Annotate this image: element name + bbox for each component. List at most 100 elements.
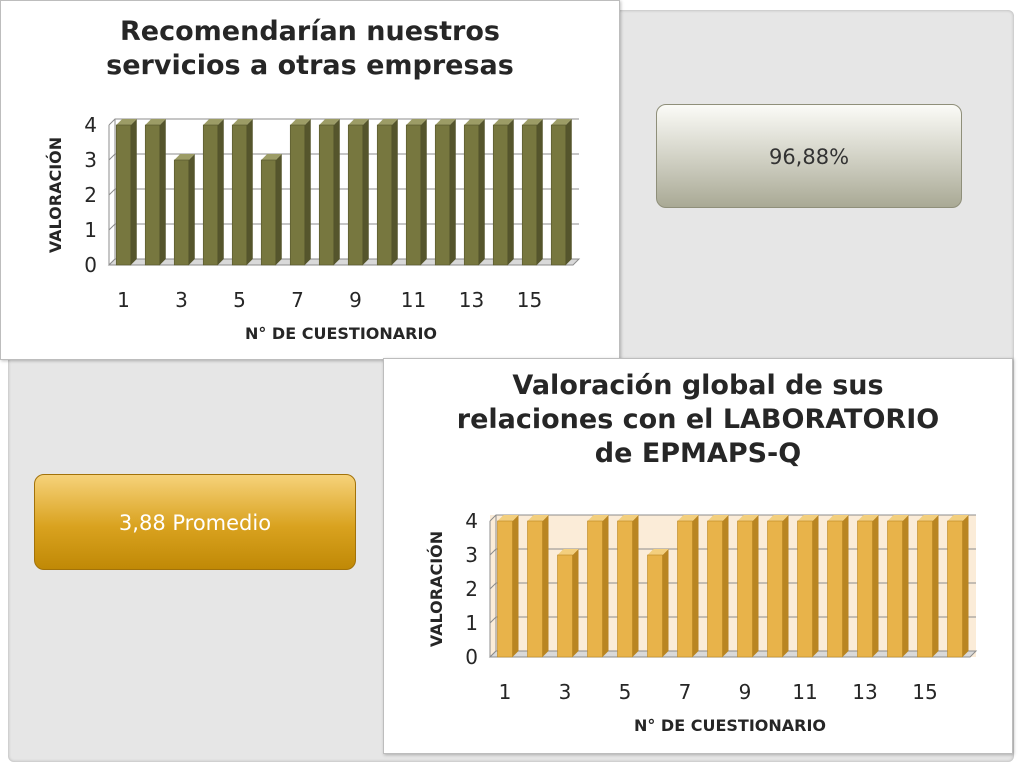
y-tick-label: 1 [465, 611, 478, 635]
x-tick-label: 13 [852, 680, 877, 704]
y-tick-label: 0 [84, 253, 97, 277]
bar-front [173, 159, 190, 266]
bar [318, 119, 340, 266]
percent-result-label: 96,88% [768, 145, 850, 169]
bar-side [932, 515, 939, 657]
bar-front [115, 124, 132, 266]
bar-top [116, 119, 137, 125]
bar-front [463, 124, 480, 266]
y-tick-label: 2 [465, 577, 478, 601]
bar-side [722, 515, 729, 657]
x-tick-label: 1 [499, 680, 512, 704]
bar-side [542, 515, 549, 657]
bar-front [737, 520, 753, 658]
bar-front [492, 124, 509, 266]
bar [144, 119, 166, 266]
bar-side [962, 515, 969, 657]
chart-title: Valoración global de sus relaciones con … [456, 370, 940, 469]
bar-front [521, 124, 538, 266]
bar-front [707, 520, 723, 658]
bar [463, 119, 485, 266]
y-tick-label: 4 [465, 509, 478, 533]
bar-top [707, 515, 729, 521]
bar-front [347, 124, 364, 266]
bar-front [527, 520, 543, 658]
bar-top [527, 515, 549, 521]
average-result-label: 3,88 Promedio [118, 511, 272, 535]
bar-front [647, 554, 663, 658]
bar [527, 515, 549, 658]
bar-top [377, 119, 398, 125]
bar-top [797, 515, 819, 521]
bar [737, 515, 759, 658]
bar-top [261, 154, 282, 160]
x-tick-label: 3 [559, 680, 572, 704]
x-tick-label: 9 [349, 288, 362, 312]
bar-top [827, 515, 849, 521]
bar-top [348, 119, 369, 125]
bar-top [232, 119, 253, 125]
bar [557, 549, 579, 658]
bar-top [677, 515, 699, 521]
bar-front [827, 520, 843, 658]
bar-front [857, 520, 873, 658]
chart-recommendation: Recomendarían nuestros servicios a otras… [0, 0, 620, 360]
bar-top [557, 549, 579, 555]
bar-side [872, 515, 879, 657]
y-axis-title: VALORACIÓN [427, 531, 446, 647]
bar-front [587, 520, 603, 658]
bar-top [406, 119, 427, 125]
bar-front [376, 124, 393, 266]
bar-front [557, 554, 573, 658]
y-tick-label: 2 [84, 183, 97, 207]
bar [797, 515, 819, 658]
bar [857, 515, 879, 658]
bar-top [947, 515, 969, 521]
x-tick-label: 1 [117, 288, 130, 312]
y-tick-label: 4 [84, 113, 97, 137]
bar-front [144, 124, 161, 266]
bar-top [203, 119, 224, 125]
bar [887, 515, 909, 658]
bar-front [260, 159, 277, 266]
bar [492, 119, 514, 266]
bar-side [130, 119, 137, 265]
bar [289, 119, 311, 266]
bar-side [246, 119, 253, 265]
bar-front [318, 124, 335, 266]
bar-front [677, 520, 693, 658]
y-tick-label: 3 [465, 543, 478, 567]
chart-global-rating: Valoración global de sus relaciones con … [383, 358, 1013, 754]
bar-top [647, 549, 669, 555]
bar [617, 515, 639, 658]
bar-side [812, 515, 819, 657]
x-tick-label: 5 [233, 288, 246, 312]
bar-side [602, 515, 609, 657]
bar-side [842, 515, 849, 657]
y-tick-label: 3 [84, 148, 97, 172]
bar-side [449, 119, 456, 265]
bar [917, 515, 939, 658]
bar-side [333, 119, 340, 265]
bar-side [782, 515, 789, 657]
bar-side [752, 515, 759, 657]
bar [497, 515, 519, 658]
x-tick-label: 5 [619, 680, 632, 704]
y-tick-label: 1 [84, 218, 97, 242]
x-axis-title: N° DE CUESTIONARIO [245, 324, 437, 343]
bar [173, 154, 195, 266]
bar-side [902, 515, 909, 657]
bar-front [289, 124, 306, 266]
x-tick-label: 7 [679, 680, 692, 704]
bar [115, 119, 137, 266]
bar-top [522, 119, 543, 125]
bar-front [797, 520, 813, 658]
bar-side [188, 154, 195, 265]
bar-front [231, 124, 248, 266]
bar-side [507, 119, 514, 265]
bar-top [497, 515, 519, 521]
bar [587, 515, 609, 658]
bar-top [857, 515, 879, 521]
x-tick-label: 11 [792, 680, 817, 704]
